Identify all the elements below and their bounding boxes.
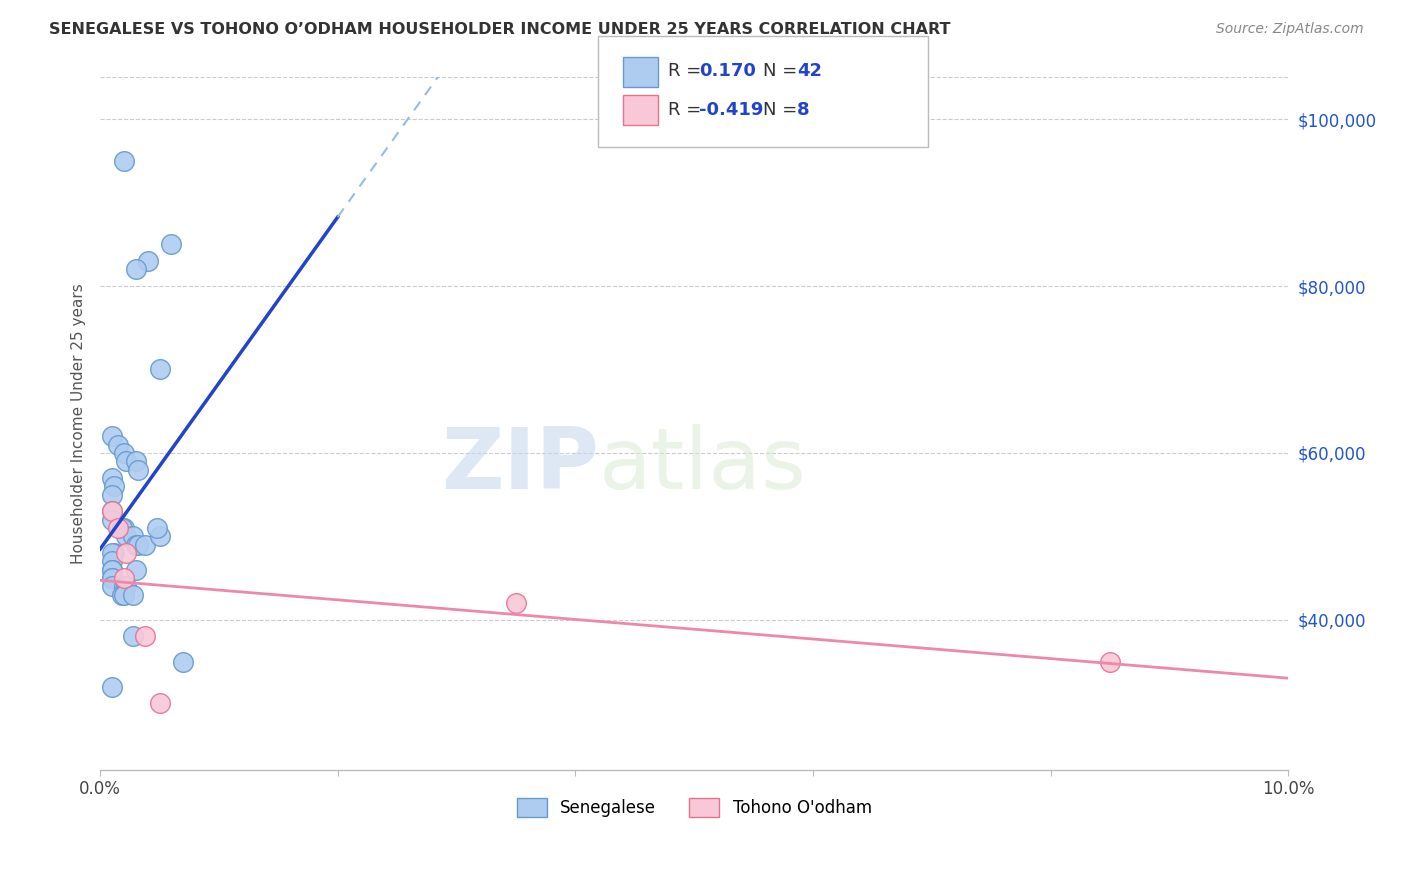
Point: [115, 454, 138, 468]
Point: [103, 546, 125, 560]
Text: SENEGALESE VS TOHONO O’ODHAM HOUSEHOLDER INCOME UNDER 25 YEARS CORRELATION CHART: SENEGALESE VS TOHONO O’ODHAM HOUSEHOLDER…: [49, 22, 950, 37]
Point: [101, 579, 124, 593]
Point: [101, 429, 124, 443]
Point: [110, 521, 132, 535]
Point: [110, 588, 132, 602]
Point: [122, 588, 145, 602]
Point: [101, 571, 124, 585]
Point: [148, 696, 170, 710]
Point: [101, 563, 124, 577]
Point: [112, 588, 135, 602]
Point: [107, 521, 129, 535]
Point: [101, 563, 124, 577]
Point: [127, 538, 149, 552]
Point: [115, 579, 138, 593]
Text: Source: ZipAtlas.com: Source: ZipAtlas.com: [1216, 22, 1364, 37]
Text: R =: R =: [668, 62, 702, 80]
Text: 42: 42: [797, 62, 823, 80]
Point: [125, 262, 148, 277]
Point: [101, 504, 124, 518]
Point: [101, 488, 124, 502]
Point: [115, 529, 138, 543]
Text: atlas: atlas: [599, 424, 807, 507]
Point: [127, 462, 149, 476]
Point: [103, 479, 125, 493]
Point: [101, 680, 124, 694]
Point: [101, 571, 124, 585]
Point: [101, 471, 124, 485]
Point: [160, 237, 183, 252]
Point: [112, 571, 135, 585]
Point: [112, 153, 135, 168]
Text: -0.419: -0.419: [699, 101, 763, 119]
Point: [122, 630, 145, 644]
Point: [125, 538, 148, 552]
Point: [112, 521, 135, 535]
Point: [101, 546, 124, 560]
Point: [505, 596, 527, 610]
Text: 0.170: 0.170: [699, 62, 755, 80]
Point: [148, 362, 170, 376]
Point: [112, 579, 135, 593]
Point: [134, 630, 156, 644]
Point: [125, 454, 148, 468]
Y-axis label: Householder Income Under 25 years: Householder Income Under 25 years: [72, 284, 86, 564]
Point: [134, 538, 156, 552]
Text: 8: 8: [797, 101, 810, 119]
Point: [122, 529, 145, 543]
Text: ZIP: ZIP: [441, 424, 599, 507]
Text: N =: N =: [763, 101, 797, 119]
Point: [101, 513, 124, 527]
Point: [107, 437, 129, 451]
Point: [172, 655, 194, 669]
Point: [112, 446, 135, 460]
Text: R =: R =: [668, 101, 702, 119]
Point: [136, 254, 159, 268]
Point: [115, 546, 138, 560]
Point: [101, 554, 124, 568]
Point: [125, 563, 148, 577]
Legend: Senegalese, Tohono O'odham: Senegalese, Tohono O'odham: [510, 791, 879, 824]
Point: [148, 529, 170, 543]
Text: N =: N =: [763, 62, 797, 80]
Point: [1098, 655, 1121, 669]
Point: [101, 504, 124, 518]
Point: [146, 521, 169, 535]
